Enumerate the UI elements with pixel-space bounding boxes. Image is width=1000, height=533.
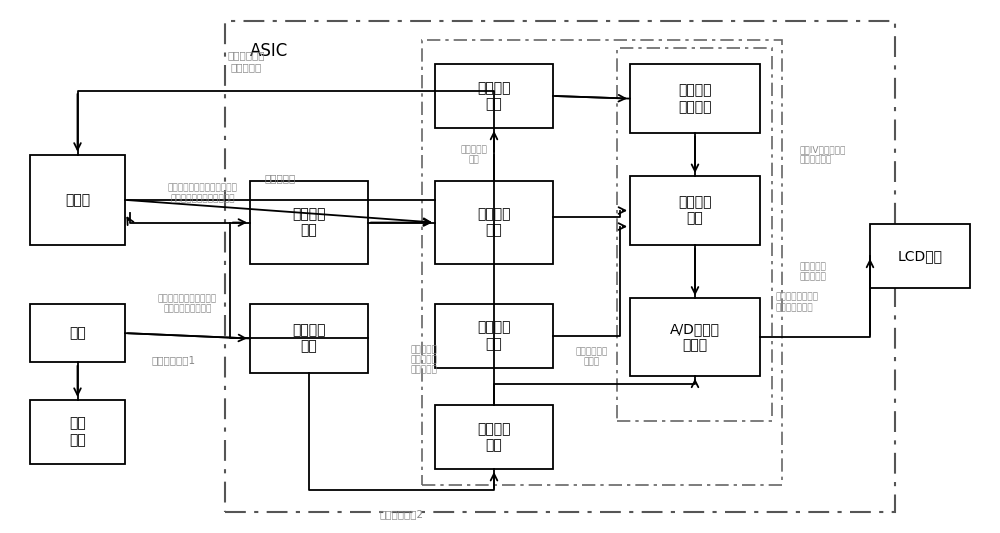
Bar	[225, 21, 895, 512]
Text: 输出模拟信号转换
而得的数字信号: 输出模拟信号转换 而得的数字信号	[775, 293, 818, 312]
Bar	[422, 40, 782, 485]
Text: 转换放大
电路模块: 转换放大 电路模块	[678, 84, 712, 114]
Text: 输入电源电压，进过稳压
转换分配给不同模块: 输入电源电压，进过稳压 转换分配给不同模块	[158, 294, 217, 313]
Text: 控制激光器的
开启与关闭: 控制激光器的 开启与关闭	[227, 51, 264, 72]
Text: 光电接口
模块: 光电接口 模块	[477, 207, 511, 238]
Bar	[435, 181, 553, 264]
Text: 启动电路
模块: 启动电路 模块	[477, 81, 511, 111]
Text: 提供稳压信号2: 提供稳压信号2	[379, 510, 424, 519]
Text: 对激光器及电路进行欠压、过
压、过流、过温、静电保护: 对激光器及电路进行欠压、过 压、过流、过温、静电保护	[168, 183, 237, 203]
Bar	[30, 155, 125, 245]
Bar	[30, 304, 125, 362]
Text: 激光器: 激光器	[65, 193, 90, 207]
Text: 输出运算后
的电压信号: 输出运算后 的电压信号	[800, 262, 827, 281]
Text: 输入光信号: 输入光信号	[264, 174, 296, 183]
Text: A/D转换电
路模块: A/D转换电 路模块	[670, 322, 720, 352]
Bar	[435, 304, 553, 368]
Bar	[250, 304, 368, 373]
Bar	[435, 64, 553, 128]
Bar	[630, 176, 760, 245]
Text: 输出光电流
信号: 输出光电流 信号	[461, 145, 487, 164]
Text: ASIC: ASIC	[250, 42, 288, 60]
Text: LCD显示: LCD显示	[898, 249, 942, 263]
Text: 提供稳压信号1: 提供稳压信号1	[152, 355, 196, 365]
Text: 运算电路
模块: 运算电路 模块	[678, 196, 712, 225]
Text: 参数储存
模块: 参数储存 模块	[477, 321, 511, 351]
Text: 输入储存的算
法参数: 输入储存的算 法参数	[575, 348, 608, 367]
Bar	[435, 405, 553, 469]
Bar	[250, 181, 368, 264]
Bar	[617, 48, 772, 421]
Bar	[870, 224, 970, 288]
Text: 输出IV转换及放大
后的电压信号: 输出IV转换及放大 后的电压信号	[800, 145, 846, 164]
Text: 控制电路
模块: 控制电路 模块	[477, 422, 511, 452]
Text: 电源管理
模块: 电源管理 模块	[292, 324, 326, 353]
Bar	[630, 298, 760, 376]
Bar	[30, 400, 125, 464]
Text: 风扇
驱动: 风扇 驱动	[69, 417, 86, 447]
Bar	[630, 64, 760, 133]
Text: 保护电路
模块: 保护电路 模块	[292, 207, 326, 238]
Text: 电源: 电源	[69, 326, 86, 340]
Text: 输入整体电
路逻辑及时
序控制信号: 输入整体电 路逻辑及时 序控制信号	[411, 345, 437, 375]
